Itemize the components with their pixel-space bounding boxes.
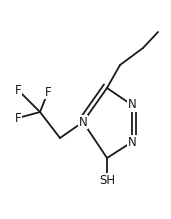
Text: N: N bbox=[128, 136, 136, 148]
Text: N: N bbox=[79, 115, 87, 129]
Text: F: F bbox=[45, 85, 51, 99]
Text: F: F bbox=[15, 83, 21, 97]
Text: F: F bbox=[15, 111, 21, 124]
Text: SH: SH bbox=[99, 173, 115, 187]
Text: N: N bbox=[128, 99, 136, 111]
